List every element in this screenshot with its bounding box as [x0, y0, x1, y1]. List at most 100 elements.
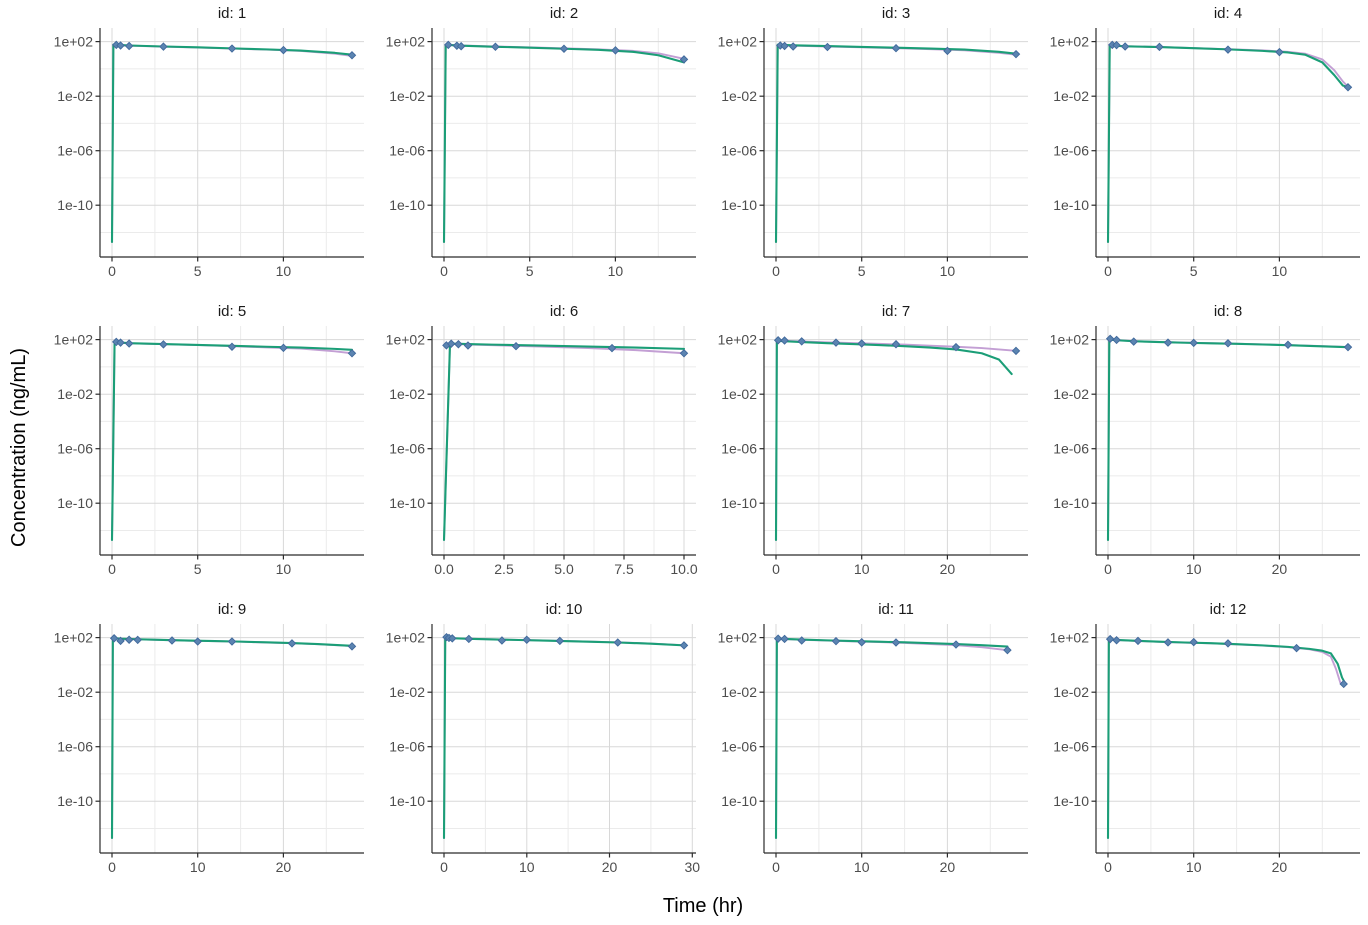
- prediction-line-green: [110, 341, 354, 542]
- observed-point: [159, 340, 168, 349]
- facet-panel-4: 1e+02 1e-02 1e-06 1e-10 0 5 10 id: 4: [1050, 5, 1360, 279]
- y-tick-label: 1e-10: [721, 495, 757, 511]
- y-tick-label: 1e-10: [721, 793, 757, 809]
- observed-point: [891, 339, 901, 349]
- prediction-line-purple: [111, 637, 353, 839]
- observed-point: [679, 641, 689, 650]
- y-tick-label: 1e+02: [718, 33, 758, 49]
- observed-point: [446, 339, 456, 348]
- observed-point: [1292, 643, 1301, 653]
- facet-title: id: 10: [546, 601, 583, 618]
- y-tick-label: 1e-02: [1053, 684, 1089, 700]
- y-tick-label: 1e-10: [1053, 495, 1089, 511]
- observed-point: [780, 41, 789, 51]
- observed-point: [1189, 637, 1198, 647]
- panels-grid: 1e+02 1e-02 1e-06 1e-10 0 5 10 id: 1 1e+02 1e-02 1…: [38, 0, 1368, 894]
- observed-point: [1155, 42, 1164, 52]
- prediction-line-green: [774, 43, 1018, 244]
- observed-point: [1105, 634, 1115, 644]
- x-tick-label: 20: [1272, 561, 1288, 577]
- observed-point: [227, 342, 237, 351]
- y-tick-label: 1e+02: [54, 33, 94, 49]
- observed-point: [1163, 338, 1173, 347]
- observed-point: [773, 336, 783, 345]
- observed-point: [943, 46, 952, 56]
- x-tick-label: 0.0: [434, 561, 454, 577]
- y-tick-label: 1e-10: [1053, 793, 1089, 809]
- x-tick-label: 0: [440, 263, 448, 279]
- x-tick-label: 5: [194, 561, 202, 577]
- x-tick-label: 10: [519, 859, 535, 875]
- observed-point: [1003, 645, 1012, 655]
- facet-panel-3: 1e+02 1e-02 1e-06 1e-10 0 5 10 id: 3: [718, 5, 1028, 279]
- x-tick-label: 10.0: [670, 561, 697, 577]
- y-tick-label: 1e-06: [721, 143, 757, 159]
- observed-point: [1163, 638, 1173, 647]
- y-tick-label: 1e-10: [389, 495, 425, 511]
- observed-point: [133, 635, 142, 645]
- observed-point: [1223, 339, 1233, 348]
- y-tick-label: 1e+02: [386, 33, 426, 49]
- observed-point: [1223, 45, 1233, 54]
- x-tick-label: 0: [772, 263, 780, 279]
- x-tick-label: 10: [1272, 263, 1288, 279]
- observed-point: [1112, 40, 1121, 50]
- observed-point: [116, 338, 125, 347]
- observed-point: [124, 339, 134, 348]
- observed-point: [951, 640, 961, 649]
- observed-point: [780, 336, 789, 345]
- observed-point: [287, 639, 297, 648]
- y-tick-label: 1e-10: [57, 793, 93, 809]
- y-tick-label: 1e-10: [389, 793, 425, 809]
- x-tick-label: 0: [440, 859, 448, 875]
- observed-point: [797, 636, 806, 645]
- y-tick-label: 1e+02: [1050, 629, 1090, 645]
- x-tick-label: 20: [940, 561, 956, 577]
- observed-point: [773, 634, 783, 643]
- facet-title: id: 1: [218, 5, 246, 22]
- y-tick-label: 1e-06: [389, 143, 425, 159]
- prediction-line-purple: [1107, 338, 1349, 541]
- y-tick-label: 1e-02: [721, 386, 757, 402]
- y-tick-label: 1e-10: [57, 197, 93, 213]
- y-tick-label: 1e-06: [389, 739, 425, 755]
- y-tick-label: 1e-06: [57, 441, 93, 457]
- y-tick-label: 1e-10: [57, 495, 93, 511]
- observed-point: [124, 41, 134, 51]
- x-tick-label: 0: [108, 859, 116, 875]
- facet-panel-6: 1e+02 1e-02 1e-06 1e-10 0.0 2.5 5.0 7.5 10.0 id: …: [386, 303, 698, 577]
- y-tick-label: 1e-02: [1053, 386, 1089, 402]
- y-tick-label: 1e-02: [389, 684, 425, 700]
- observed-point: [463, 341, 473, 350]
- y-tick-label: 1e+02: [386, 331, 426, 347]
- prediction-line-green: [1106, 44, 1350, 244]
- observed-point: [456, 41, 466, 51]
- y-tick-label: 1e+02: [386, 629, 426, 645]
- prediction-line-purple: [775, 339, 1017, 541]
- observed-point: [347, 642, 357, 651]
- x-tick-label: 5: [1190, 263, 1198, 279]
- observed-point: [607, 343, 617, 353]
- x-tick-label: 20: [602, 859, 618, 875]
- y-tick-label: 1e-06: [57, 143, 93, 159]
- x-tick-label: 0: [1104, 859, 1112, 875]
- x-tick-label: 10: [608, 263, 624, 279]
- x-tick-label: 10: [276, 561, 292, 577]
- observed-point: [823, 42, 832, 52]
- observed-point: [279, 343, 288, 353]
- observed-point: [1112, 636, 1121, 645]
- y-tick-label: 1e-06: [389, 441, 425, 457]
- facet-panel-2: 1e+02 1e-02 1e-06 1e-10 0 5 10 id: 2: [386, 5, 696, 279]
- prediction-line-purple: [775, 44, 1017, 243]
- x-tick-label: 10: [1186, 859, 1202, 875]
- y-tick-label: 1e-02: [57, 684, 93, 700]
- observed-point: [780, 634, 789, 644]
- y-tick-label: 1e-02: [57, 386, 93, 402]
- prediction-line-green: [774, 339, 1013, 542]
- observed-point: [347, 51, 357, 60]
- observed-point: [831, 636, 841, 646]
- x-tick-label: 0: [108, 263, 116, 279]
- facet-panel-11: 1e+02 1e-02 1e-06 1e-10 0 10 20 id: 11: [718, 601, 1028, 875]
- facet-title: id: 8: [1214, 303, 1242, 320]
